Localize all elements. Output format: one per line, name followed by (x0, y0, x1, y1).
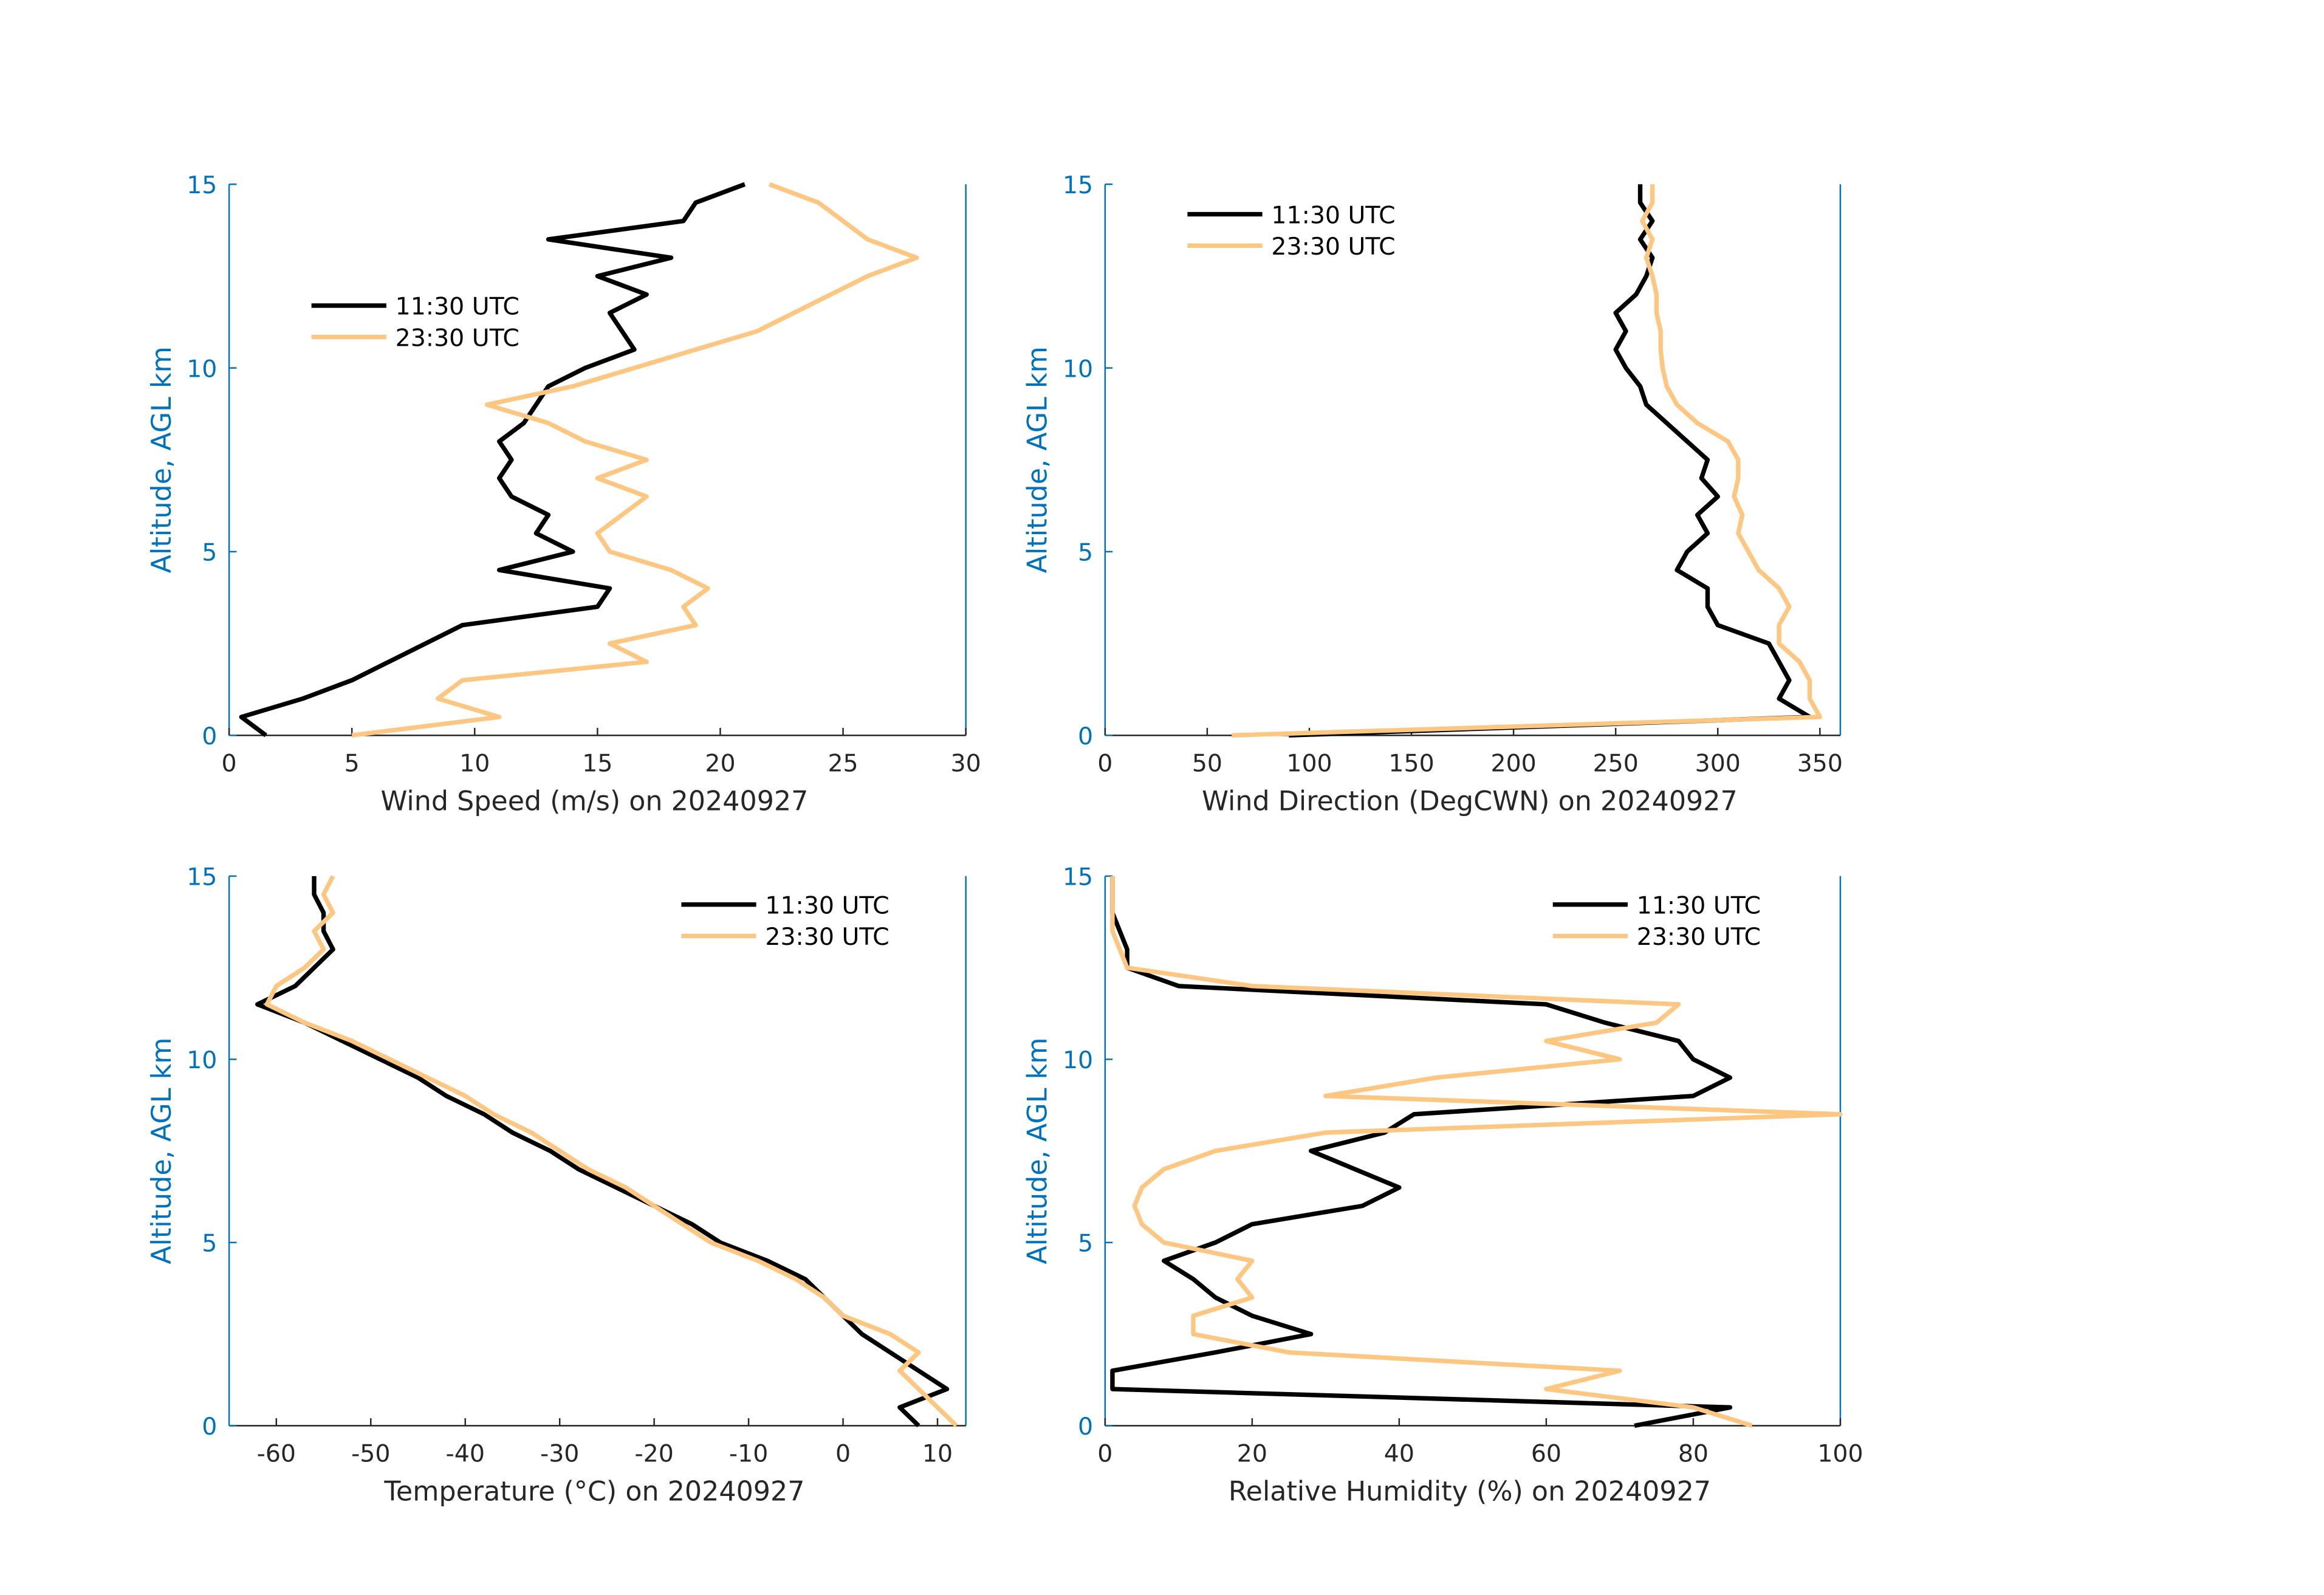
x-tick-label: 100 (1286, 749, 1332, 777)
x-tick-label: 150 (1388, 749, 1434, 777)
profile-line (1110, 876, 1843, 1428)
y-tick-label: 15 (187, 171, 217, 199)
x-axis-label: Temperature (°C) on 20240927 (383, 1477, 804, 1508)
subplot: 0 5 10 15 0 5 10 15 20 25 30 Wind Speed (m/s) on 20… (146, 171, 981, 817)
profile-line (264, 875, 958, 1428)
profile-line (351, 182, 919, 738)
x-axis-label: Relative Humidity (%) on 20240927 (1229, 1477, 1711, 1508)
y-tick-label: 10 (1063, 1046, 1093, 1074)
x-tick-label: 5 (344, 749, 360, 777)
profile-line (1232, 184, 1823, 738)
x-tick-label: 10 (459, 749, 490, 777)
x-tick-label: 0 (222, 749, 237, 777)
y-tick-label: 0 (1078, 722, 1093, 750)
x-tick-label: 15 (582, 749, 612, 777)
legend-label: 11:30 UTC (1271, 201, 1395, 229)
y-axis-label: Altitude, AGL km (1023, 346, 1054, 573)
x-tick-label: 20 (1237, 1440, 1267, 1468)
x-tick-label: -60 (257, 1440, 296, 1468)
legend-label: 23:30 UTC (396, 324, 519, 352)
x-tick-label: 50 (1192, 749, 1222, 777)
x-tick-label: 0 (1097, 749, 1112, 777)
y-tick-label: 10 (187, 355, 217, 383)
y-tick-label: 0 (202, 722, 217, 750)
legend-label: 11:30 UTC (396, 293, 519, 321)
x-tick-label: 0 (835, 1440, 851, 1468)
subplot: 0 5 10 15 -60 -50 -40 -30 -20 -10 0 10 Temperature (… (146, 863, 967, 1508)
y-tick-label: 15 (1063, 171, 1093, 199)
x-tick-label: 60 (1531, 1440, 1561, 1468)
x-tick-label: 100 (1817, 1440, 1863, 1468)
y-tick-label: 5 (202, 539, 217, 567)
y-tick-label: 5 (1078, 539, 1093, 567)
profile-line (255, 876, 950, 1428)
y-axis-label: Altitude, AGL km (146, 346, 177, 573)
legend-label: 23:30 UTC (765, 923, 889, 951)
subplot: 0 5 10 15 0 20 40 60 80 100 Relative Humidity (%) … (1023, 863, 1863, 1508)
legend-label: 23:30 UTC (1271, 233, 1395, 261)
y-axis-label: Altitude, AGL km (146, 1038, 177, 1264)
x-tick-label: 250 (1593, 749, 1639, 777)
x-axis-label: Wind Speed (m/s) on 20240927 (381, 786, 809, 817)
y-tick-label: 5 (202, 1230, 217, 1258)
y-tick-label: 5 (1078, 1230, 1093, 1258)
legend-label: 11:30 UTC (765, 892, 889, 920)
y-tick-label: 10 (1063, 355, 1093, 383)
y-tick-label: 0 (1078, 1413, 1093, 1441)
x-tick-label: 30 (951, 749, 981, 777)
x-tick-label: 0 (1097, 1440, 1112, 1468)
x-tick-label: 200 (1490, 749, 1536, 777)
x-tick-label: 10 (922, 1440, 953, 1468)
y-axis-label: Altitude, AGL km (1023, 1038, 1054, 1264)
x-tick-label: -10 (729, 1440, 768, 1468)
y-tick-label: 0 (202, 1413, 217, 1441)
profile-line (1110, 876, 1733, 1429)
x-tick-label: 350 (1797, 749, 1843, 777)
legend-label: 11:30 UTC (1637, 892, 1761, 920)
x-tick-label: -30 (540, 1440, 579, 1468)
x-axis-label: Wind Direction (DegCWN) on 20240927 (1202, 786, 1738, 817)
x-tick-label: -50 (351, 1440, 390, 1468)
x-tick-label: -40 (446, 1440, 485, 1468)
x-tick-label: 80 (1678, 1440, 1709, 1468)
profile-line (1289, 184, 1812, 738)
y-tick-label: 10 (187, 1046, 217, 1074)
profile-line (239, 182, 746, 738)
x-tick-label: 40 (1384, 1440, 1414, 1468)
x-tick-label: 300 (1695, 749, 1741, 777)
x-tick-label: 25 (828, 749, 858, 777)
x-tick-label: 20 (705, 749, 735, 777)
y-tick-label: 15 (1063, 863, 1093, 891)
y-tick-label: 15 (187, 863, 217, 891)
legend-label: 23:30 UTC (1637, 923, 1761, 951)
x-tick-label: -20 (634, 1440, 673, 1468)
